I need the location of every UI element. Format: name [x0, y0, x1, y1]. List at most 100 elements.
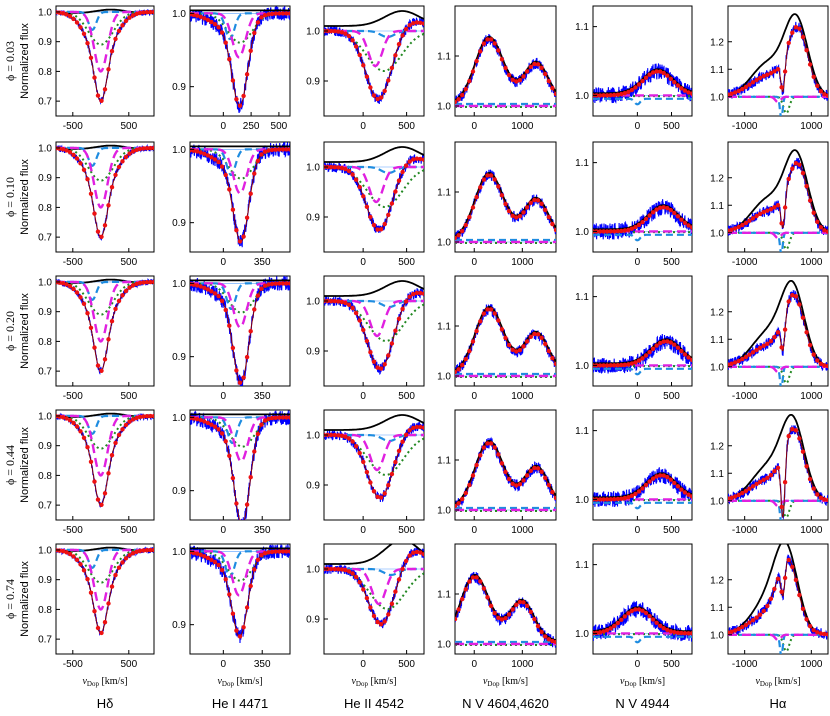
total-model-point: [615, 620, 620, 626]
total-model-point: [622, 614, 627, 619]
total-model-point: [539, 629, 544, 635]
total-model-point: [74, 424, 80, 429]
total-model-point: [456, 367, 461, 372]
total-model-point: [339, 567, 345, 572]
total-model-point: [123, 556, 129, 561]
x-axis-label: vDop [km/s]: [351, 676, 396, 688]
total-model-point: [601, 363, 606, 368]
total-model-point: [782, 575, 788, 581]
total-model-point: [418, 290, 423, 296]
total-model-point: [346, 168, 352, 174]
total-model-point: [127, 553, 132, 558]
total-model-point: [797, 436, 802, 441]
total-model-point: [647, 479, 652, 484]
total-model-point: [532, 465, 537, 471]
total-model-point: [608, 497, 613, 502]
total-model-point: [328, 164, 334, 170]
panel-4-3: 0 500 1.1 1.0: [575, 409, 693, 536]
total-model-point: [144, 414, 150, 419]
total-model-point: [615, 228, 620, 234]
total-model-point: [364, 338, 370, 344]
y-tick-label: 1.1: [710, 201, 724, 212]
secondary-model-line: [56, 280, 154, 343]
total-model-point: [811, 352, 816, 357]
y-tick-label: 1.0: [710, 228, 724, 239]
total-model-point: [825, 497, 828, 503]
x-tick-label: 0: [635, 525, 641, 536]
total-model-point: [604, 497, 610, 502]
total-model-point: [287, 11, 290, 16]
total-model-point: [393, 589, 398, 594]
total-model-point: [800, 34, 806, 40]
total-model-point: [793, 25, 799, 30]
total-model-point: [336, 567, 341, 572]
total-model-point: [64, 550, 69, 555]
total-model-point: [689, 631, 692, 636]
total-model-point: [474, 58, 479, 64]
total-model-point: [524, 603, 530, 608]
y-tick-label: 1.1: [710, 65, 724, 76]
total-model-point: [386, 353, 391, 358]
total-model-point: [216, 25, 221, 30]
total-model-point: [496, 318, 501, 323]
total-model-point: [396, 448, 402, 454]
total-model-point: [60, 11, 66, 16]
total-model-point: [269, 147, 275, 153]
total-model-point: [463, 356, 468, 362]
total-model-point: [123, 422, 129, 428]
total-model-point: [686, 223, 691, 228]
total-model-point: [414, 424, 420, 430]
y-tick-label: 1.0: [306, 565, 320, 576]
total-model-point: [269, 281, 275, 287]
total-model-point: [626, 495, 631, 500]
tertiary-model-line: [593, 635, 692, 644]
y-tick-label: 1.0: [575, 227, 589, 238]
total-model-point: [629, 361, 635, 366]
total-model-point: [807, 62, 813, 67]
y-tick-label: 0.9: [306, 481, 320, 492]
total-model-point: [772, 335, 777, 340]
total-model-point: [88, 55, 94, 60]
total-model-point: [241, 625, 246, 630]
total-model-point: [597, 497, 603, 502]
total-model-point: [543, 207, 548, 213]
total-model-point: [252, 30, 257, 36]
total-model-point: [747, 486, 752, 491]
total-model-point: [672, 342, 677, 347]
total-model-point: [492, 610, 497, 616]
total-model-point: [455, 503, 458, 509]
y-tick-label: 0.9: [38, 575, 52, 586]
total-model-point: [740, 624, 745, 630]
total-model-point: [209, 155, 214, 160]
total-model-point: [474, 462, 479, 468]
total-model-point: [116, 432, 122, 438]
total-model-point: [672, 210, 677, 216]
total-model-point: [478, 185, 483, 190]
total-model-point: [414, 20, 420, 25]
x-tick-label: 0: [635, 659, 641, 670]
total-model-point: [120, 293, 125, 298]
total-model-point: [339, 299, 345, 305]
total-model-point: [241, 93, 246, 99]
y-tick-label: 0.8: [38, 337, 52, 348]
total-model-point: [485, 441, 490, 446]
total-model-point: [148, 547, 153, 553]
total-model-point: [455, 369, 458, 375]
total-model-point: [371, 222, 377, 228]
total-model-point: [67, 150, 73, 155]
total-model-point: [116, 28, 122, 34]
total-model-point: [750, 216, 756, 221]
total-model-point: [729, 629, 734, 634]
total-model-point: [474, 575, 479, 580]
y-tick-label: 1.0: [710, 362, 724, 373]
tertiary-model-line: [728, 365, 828, 386]
total-model-point: [60, 147, 66, 152]
x-tick-label: 0: [360, 257, 366, 268]
total-model-point: [88, 325, 94, 330]
total-model-point: [818, 225, 824, 230]
total-model-point: [343, 434, 348, 439]
total-model-point: [478, 319, 483, 324]
total-model-point: [772, 205, 777, 210]
x-tick-label: 1000: [800, 121, 823, 132]
